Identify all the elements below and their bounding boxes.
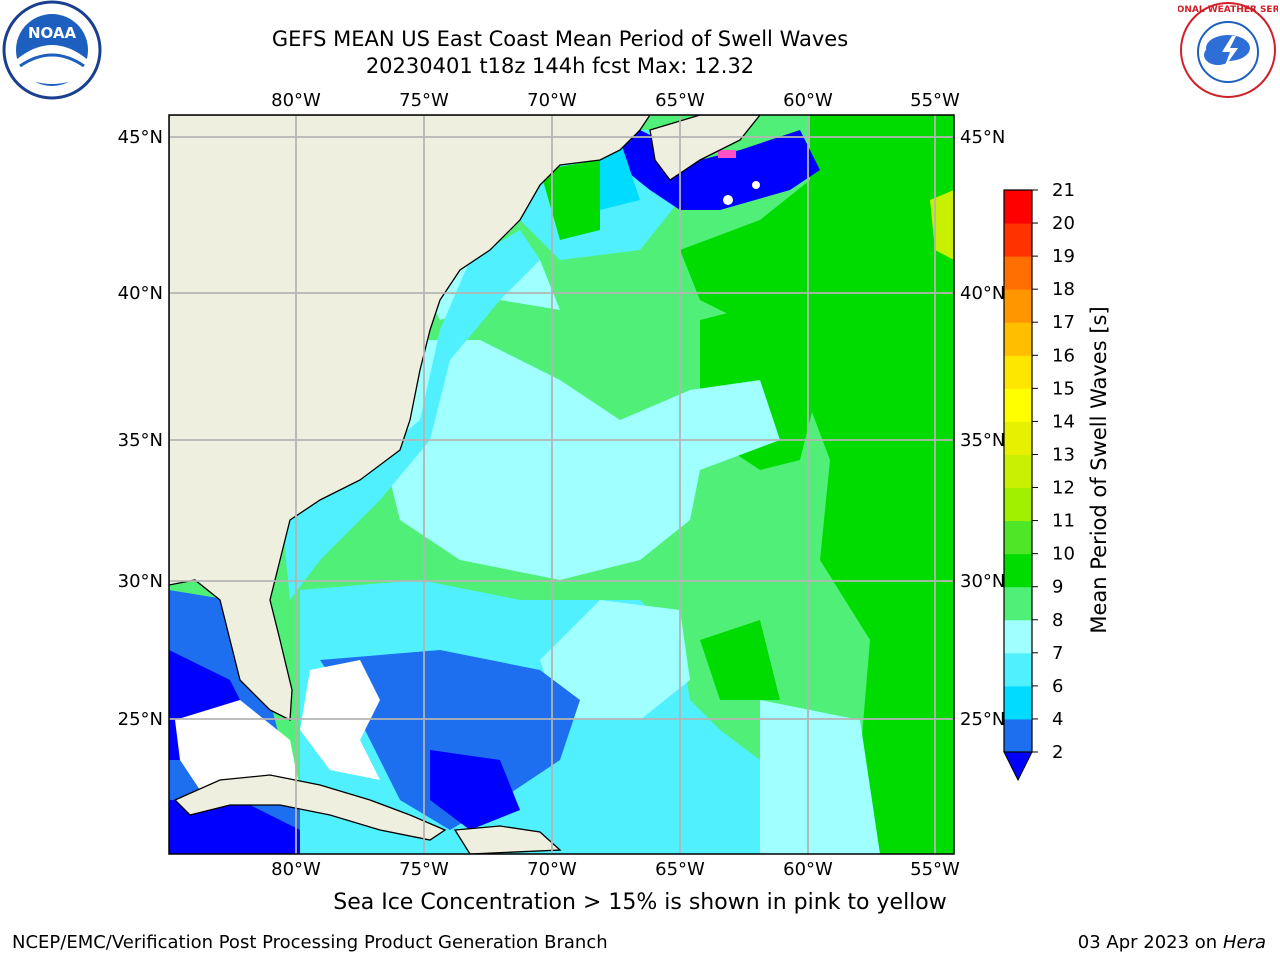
longitude-labels-top: 80°W 75°W 70°W 65°W 60°W 55°W	[271, 90, 960, 111]
lat-label-left: 35°N	[118, 430, 163, 451]
colorbar-tick-label: 20	[1052, 213, 1075, 234]
swell-zone-blue	[320, 650, 580, 830]
colorbar-tick-label: 9	[1052, 577, 1063, 598]
lat-label-right: 40°N	[960, 283, 1005, 304]
lon-label-top: 75°W	[399, 90, 449, 111]
swell-zone-green	[680, 115, 954, 854]
map-subtitle: 20230401 t18z 144h fcst Max: 12.32	[365, 54, 755, 78]
lat-label-left: 40°N	[118, 283, 163, 304]
colorbar-swatch	[1004, 520, 1032, 555]
colorbar-swatch	[1004, 718, 1032, 753]
colorbar-swatch	[1004, 223, 1032, 257]
nws-logo: NATIONAL WEATHER SERVICE	[1178, 2, 1278, 98]
colorbar-swatch	[1004, 289, 1032, 323]
noaa-logo-text: NOAA	[28, 24, 77, 42]
lon-label-top: 80°W	[271, 90, 321, 111]
lat-label-left: 25°N	[118, 709, 163, 730]
colorbar-swatch	[1004, 388, 1032, 422]
colorbar-tick-label: 13	[1052, 444, 1075, 465]
map-gridlines	[169, 115, 954, 854]
colorbar-tick-label: 18	[1052, 279, 1075, 300]
colorbar-swatch	[1004, 652, 1032, 687]
colorbar-swatch	[1004, 421, 1032, 455]
colorbar-tick-label: 17	[1052, 312, 1075, 333]
colorbar-swatch	[1004, 685, 1032, 720]
footer-host: Hera	[1222, 932, 1266, 953]
lat-label-left: 45°N	[118, 127, 163, 148]
colorbar: 2 4 6 7 8 9 10 11 12 13 14 15 16 17 18 19 20 21	[1003, 180, 1075, 782]
colorbar-swatch	[1004, 256, 1032, 290]
noaa-logo: NOAA	[2, 0, 102, 100]
lon-label-top: 55°W	[910, 90, 960, 111]
longitude-labels-bottom: 80°W 75°W 70°W 65°W 60°W 55°W	[271, 859, 960, 880]
colorbar-swatch	[1004, 586, 1032, 621]
colorbar-swatch	[1004, 190, 1032, 224]
footer-date-text: 03 Apr 2023 on	[1077, 932, 1223, 953]
footer-credit: NCEP/EMC/Verification Post Processing Pr…	[12, 932, 608, 953]
colorbar-tick-label: 14	[1052, 411, 1075, 432]
lon-label-top: 60°W	[783, 90, 833, 111]
colorbar-tick-label: 16	[1052, 345, 1075, 366]
lat-label-right: 35°N	[960, 430, 1005, 451]
latitude-labels-right: 45°N 40°N 35°N 30°N 25°N	[960, 127, 1005, 730]
lon-label-bottom: 55°W	[910, 859, 960, 880]
colorbar-swatch	[1004, 619, 1032, 654]
colorbar-swatch	[1004, 355, 1032, 389]
colorbar-tick-label: 4	[1052, 709, 1063, 730]
colorbar-tick-label: 12	[1052, 478, 1075, 499]
colorbar-tick-label: 7	[1052, 643, 1063, 664]
colorbar-label: Mean Period of Swell Waves [s]	[1087, 306, 1111, 633]
lon-label-bottom: 70°W	[527, 859, 577, 880]
lon-label-bottom: 75°W	[399, 859, 449, 880]
lat-label-right: 45°N	[960, 127, 1005, 148]
colorbar-tick-label: 6	[1052, 676, 1063, 697]
colorbar-swatch	[1004, 322, 1032, 356]
lon-label-top: 65°W	[655, 90, 705, 111]
map-title: GEFS MEAN US East Coast Mean Period of S…	[271, 27, 849, 51]
lat-label-right: 30°N	[960, 571, 1005, 592]
colorbar-swatch	[1004, 454, 1032, 489]
lon-label-bottom: 60°W	[783, 859, 833, 880]
cuba-landmass	[173, 774, 447, 841]
lat-label-right: 25°N	[960, 709, 1005, 730]
colorbar-tick-label: 8	[1052, 610, 1063, 631]
us-landmass	[169, 115, 651, 722]
colorbar-tick-label: 21	[1052, 180, 1075, 201]
colorbar-tick-label: 10	[1052, 544, 1075, 565]
lon-label-top: 70°W	[527, 90, 577, 111]
colorbar-tick-label: 2	[1052, 742, 1063, 763]
colorbar-swatch	[1004, 487, 1032, 522]
lat-label-left: 30°N	[118, 571, 163, 592]
footer-date: 03 Apr 2023 on Hera	[1078, 932, 1266, 953]
nws-logo-text: NATIONAL WEATHER SERVICE	[1178, 5, 1278, 15]
colorbar-tick-label: 11	[1052, 511, 1075, 532]
colorbar-tick-label: 15	[1052, 378, 1075, 399]
map-frame	[168, 114, 955, 855]
map-field	[169, 115, 954, 854]
sea-ice-note: Sea Ice Concentration > 15% is shown in …	[333, 890, 947, 915]
colorbar-swatch	[1004, 553, 1032, 588]
lon-label-bottom: 65°W	[655, 859, 705, 880]
latitude-labels-left: 45°N 40°N 35°N 30°N 25°N	[118, 127, 163, 730]
colorbar-extend-arrow	[1003, 751, 1033, 782]
colorbar-tick-label: 19	[1052, 246, 1075, 267]
lon-label-bottom: 80°W	[271, 859, 321, 880]
